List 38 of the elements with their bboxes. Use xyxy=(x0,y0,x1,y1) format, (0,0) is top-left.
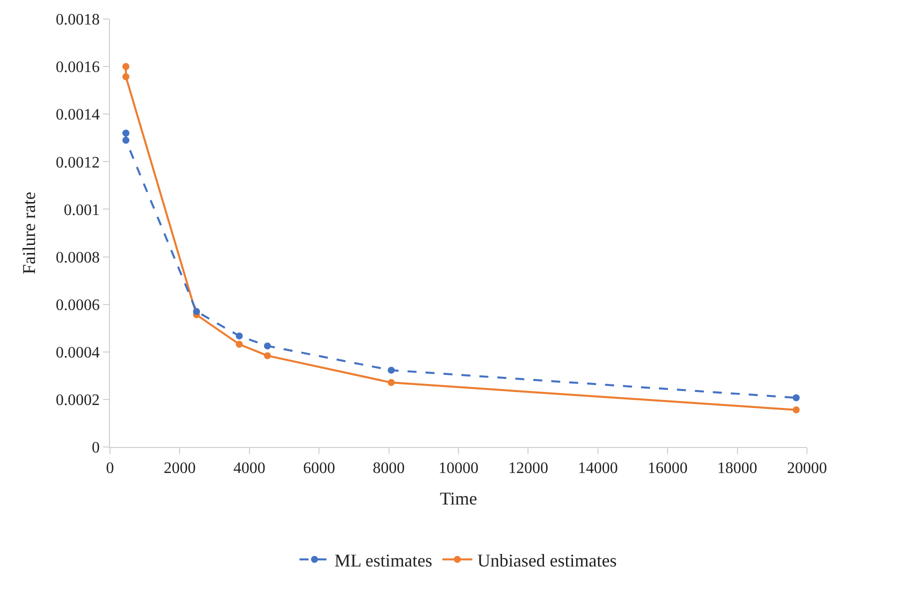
point xyxy=(792,406,800,414)
x-tick-label: 8000 xyxy=(372,460,405,478)
y-tick-label: 0.0018 xyxy=(56,12,100,29)
x-tick-label: 0 xyxy=(106,460,114,478)
x-tick-label: 6000 xyxy=(303,460,336,478)
point xyxy=(122,136,130,144)
y-tick-label: 0.0006 xyxy=(56,296,100,314)
x-tick-label: 4000 xyxy=(233,460,266,478)
y-tick-label: 0.0014 xyxy=(56,106,100,124)
point xyxy=(792,394,800,402)
x-tick-label: 14000 xyxy=(578,460,618,478)
point xyxy=(388,366,395,374)
x-axis-title: Time xyxy=(440,488,478,508)
x-tick-label: 2000 xyxy=(164,460,196,478)
x-tick-label: 12000 xyxy=(508,460,548,478)
point xyxy=(122,130,130,137)
point xyxy=(236,340,243,348)
point xyxy=(388,379,395,386)
point xyxy=(264,342,271,350)
y-tick-label: 0 xyxy=(92,440,100,457)
point xyxy=(122,63,130,70)
y-tick-label: 0.0008 xyxy=(56,249,100,266)
legend-label: Unbiased estimates xyxy=(477,550,617,570)
y-tick-label: 0.0002 xyxy=(56,392,100,410)
point xyxy=(264,352,271,360)
x-tick-label: 20000 xyxy=(787,460,827,478)
y-axis-title: Failure rate xyxy=(19,192,39,274)
point xyxy=(236,332,243,340)
y-tick-label: 0.001 xyxy=(64,202,100,219)
y-tick-label: 0.0004 xyxy=(56,344,100,362)
y-tick-label: 0.0016 xyxy=(56,59,100,76)
x-tick-label: 16000 xyxy=(648,460,688,478)
x-tick-label: 18000 xyxy=(717,460,758,478)
point xyxy=(122,73,130,80)
x-tick-label: 10000 xyxy=(438,460,478,478)
legend-label: ML estimates xyxy=(334,550,432,570)
point xyxy=(193,308,200,315)
y-tick-label: 0.0012 xyxy=(56,154,100,172)
